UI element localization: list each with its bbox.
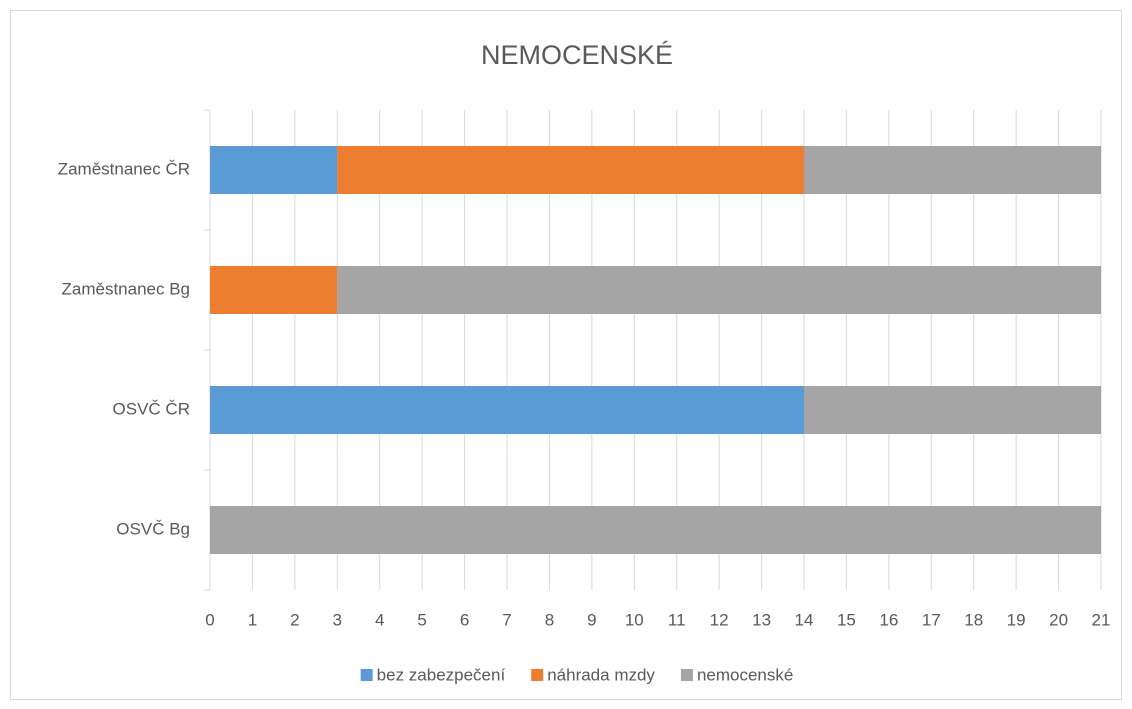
x-tick-label: 7 (502, 610, 511, 629)
x-tick-label: 1 (248, 610, 257, 629)
legend-label: náhrada mzdy (547, 665, 655, 684)
x-tick-label: 21 (1092, 610, 1111, 629)
legend-label: bez zabezpečení (377, 665, 506, 684)
y-tick-label: Zaměstnanec Bg (61, 279, 190, 298)
bar-segment (210, 146, 338, 194)
legend-swatch (360, 669, 373, 681)
x-tick-label: 3 (333, 610, 342, 629)
x-tick-label: 2 (290, 610, 299, 629)
x-tick-label: 18 (964, 610, 983, 629)
bar-segment (804, 146, 1101, 194)
x-tick-label: 13 (752, 610, 771, 629)
chart-border (10, 10, 1122, 700)
x-tick-label: 11 (668, 610, 686, 629)
x-tick-label: 10 (625, 610, 644, 629)
y-tick-label: OSVČ ČR (113, 399, 190, 418)
x-tick-label: 20 (1049, 610, 1068, 629)
x-tick-label: 12 (710, 610, 729, 629)
bar-segment (210, 266, 338, 314)
bar-segment (210, 506, 1101, 554)
bar-segment (804, 386, 1101, 434)
x-tick-label: 16 (879, 610, 898, 629)
legend-label: nemocenské (697, 665, 793, 684)
x-tick-label: 4 (375, 610, 384, 629)
y-tick-label: OSVČ Bg (116, 519, 190, 538)
x-tick-label: 14 (795, 610, 814, 629)
x-tick-label: 6 (460, 610, 469, 629)
x-tick-label: 19 (1007, 610, 1026, 629)
legend-swatch (531, 669, 544, 681)
bar-segment (210, 386, 804, 434)
legend-swatch (680, 669, 693, 681)
bar-segment (337, 266, 1101, 314)
x-tick-label: 17 (922, 610, 941, 629)
chart-title: NEMOCENSKÉ (481, 40, 673, 70)
y-tick-label: Zaměstnanec ČR (58, 159, 190, 178)
x-tick-label: 9 (587, 610, 596, 629)
x-tick-label: 8 (545, 610, 554, 629)
x-tick-label: 0 (205, 610, 214, 629)
x-tick-label: 15 (837, 610, 856, 629)
bar-segment (337, 146, 804, 194)
x-tick-label: 5 (417, 610, 426, 629)
